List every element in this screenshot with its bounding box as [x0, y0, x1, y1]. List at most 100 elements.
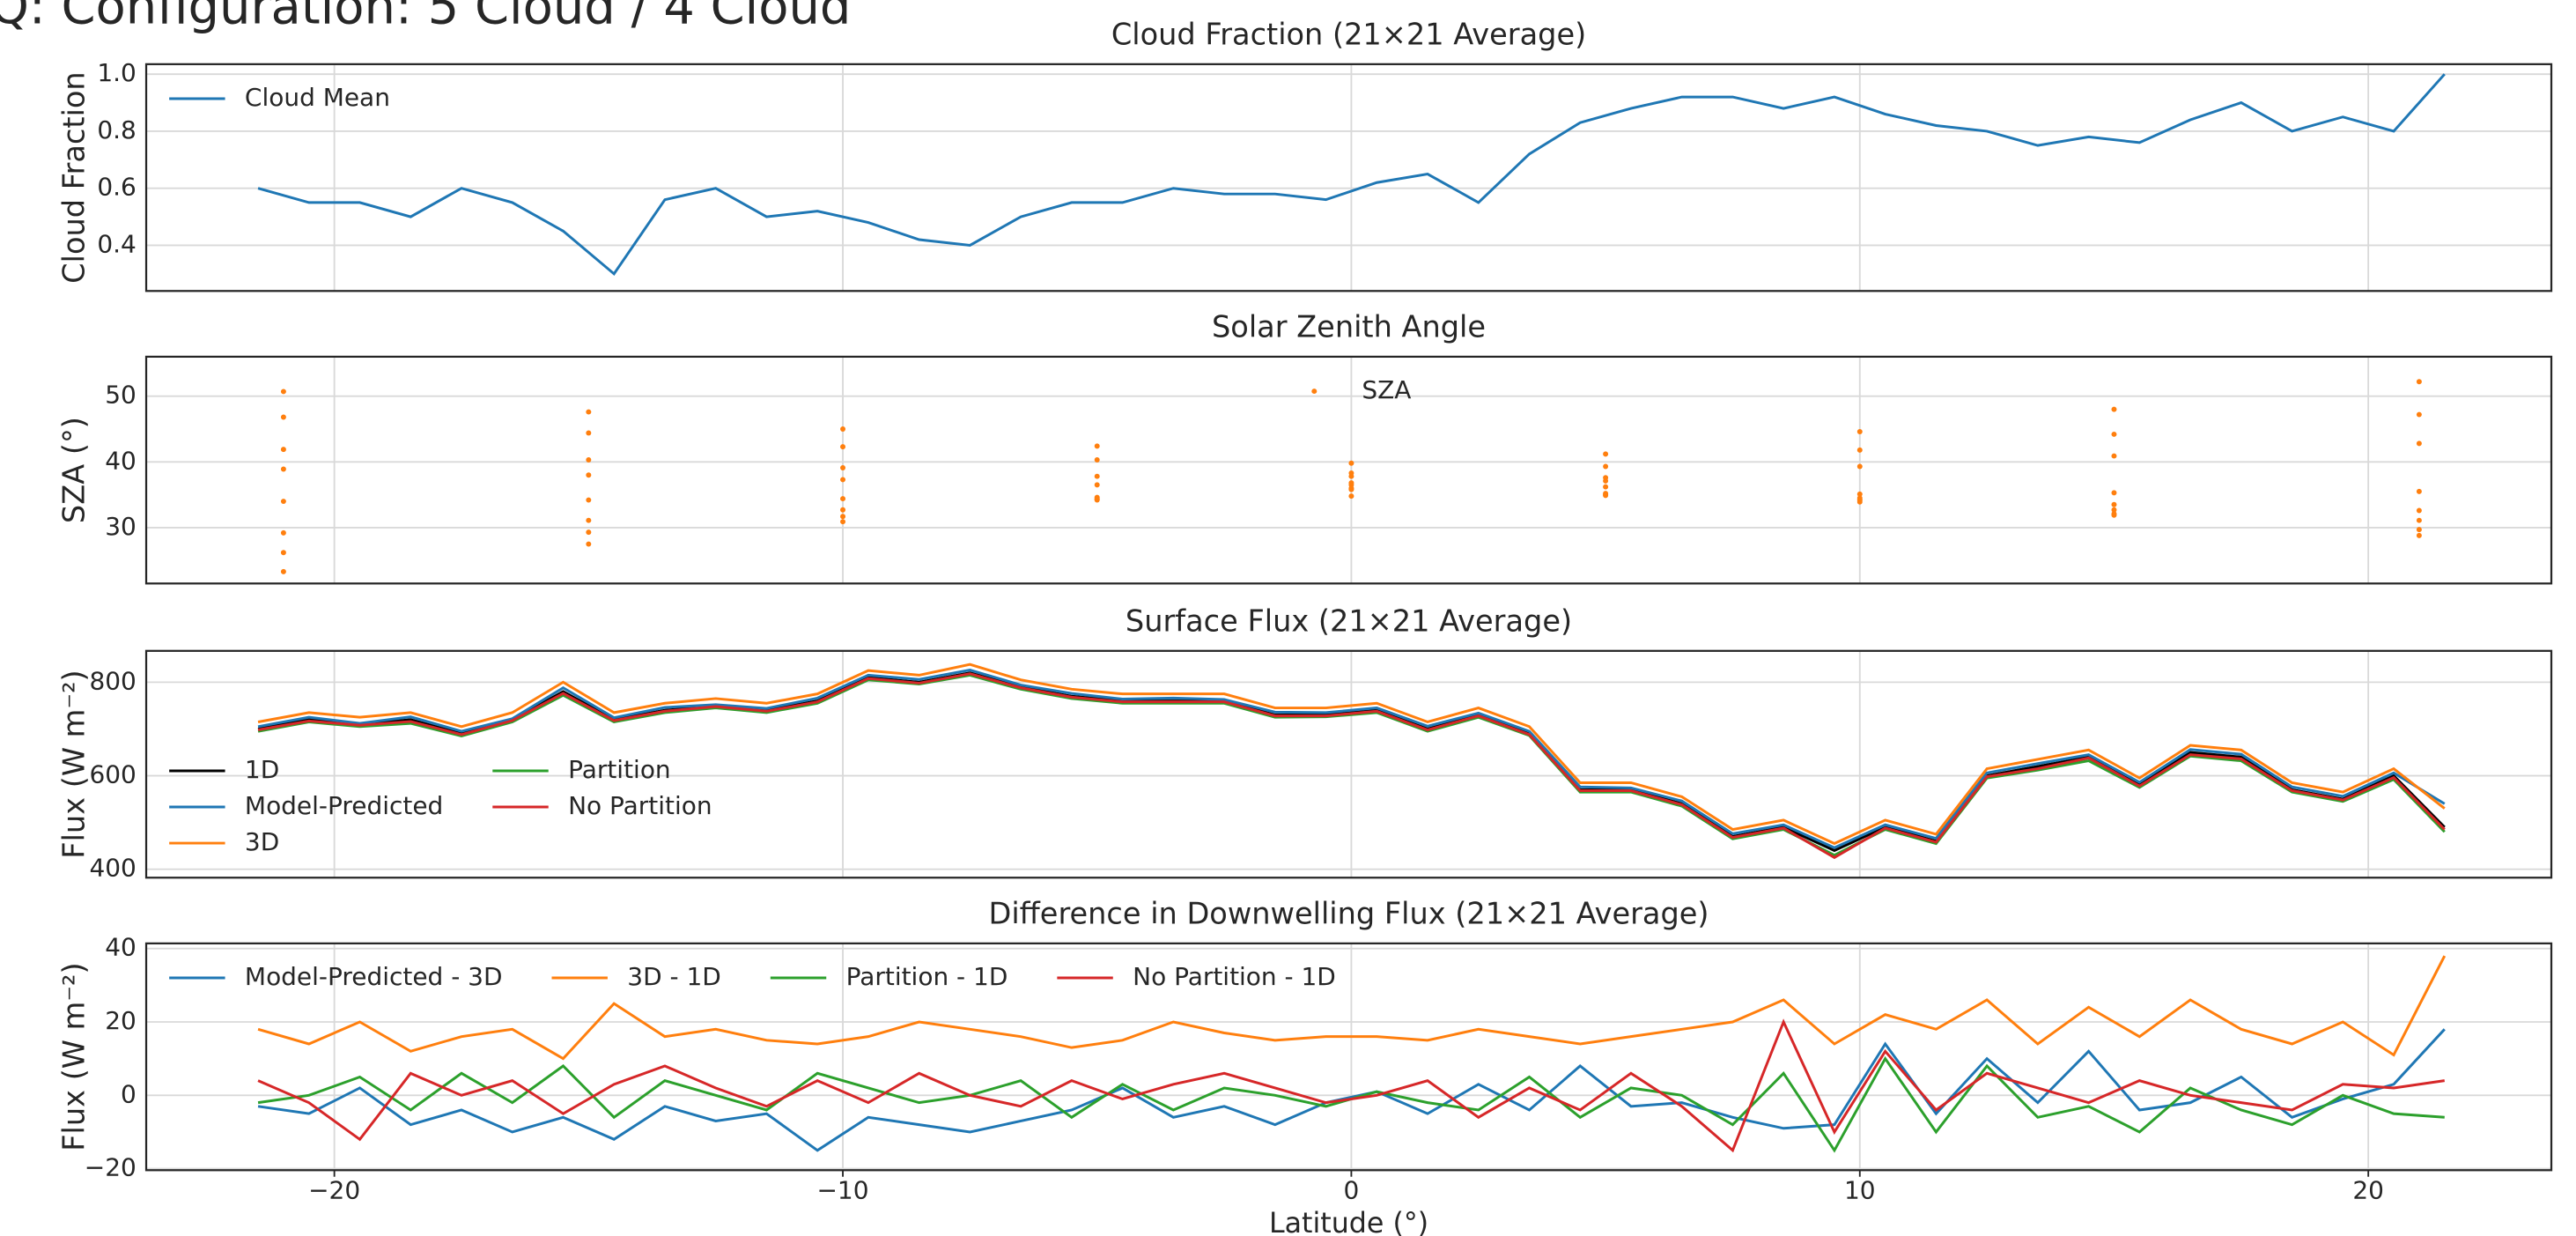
data-point — [2111, 490, 2117, 496]
y-axis-label: SZA (°) — [56, 417, 91, 523]
data-point — [2416, 527, 2422, 533]
legend: Model-Predicted - 3D 3D - 1D Partition - 1… — [169, 962, 1336, 991]
data-point — [586, 430, 592, 436]
axes-frame — [144, 942, 2553, 1172]
legend-label: 3D - 1D — [627, 962, 721, 991]
data-point — [1094, 473, 1100, 479]
panel-title: Surface Flux (21×21 Average) — [1126, 604, 1572, 639]
data-line — [257, 1018, 2445, 1153]
data-point — [2416, 517, 2422, 523]
data-point — [840, 477, 846, 483]
figure-title: Q: Configuration: 5 Cloud / 4 Cloud — [0, 0, 851, 35]
data-point — [1856, 447, 1863, 453]
legend-label: 1D — [245, 755, 279, 784]
data-point — [1603, 463, 1609, 470]
x-tick-label: 0 — [1344, 1176, 1360, 1205]
data-point — [1348, 485, 1354, 492]
data-line — [257, 73, 2446, 277]
data-point — [280, 568, 286, 574]
legend-label: Model-Predicted - 3D — [245, 962, 503, 991]
data-point — [1856, 497, 1863, 503]
data-point — [2111, 453, 2117, 459]
data-point — [280, 550, 286, 556]
panel-title: Solar Zenith Angle — [1212, 310, 1486, 344]
data-point — [1094, 457, 1100, 463]
data-point — [1094, 482, 1100, 488]
data-point — [280, 499, 286, 505]
legend-label: Model-Predicted — [245, 791, 443, 820]
data-point — [840, 519, 846, 525]
plot-area — [257, 955, 2447, 1153]
panel-title: Difference in Downwelling Flux (21×21 Av… — [989, 897, 1709, 931]
data-point — [2111, 501, 2117, 507]
data-point — [2111, 406, 2117, 412]
legend-label: 3D — [245, 827, 279, 856]
data-point — [586, 541, 592, 547]
axes-frame — [144, 355, 2553, 585]
legend-marker — [1311, 389, 1318, 395]
legend: 1D Model-Predicted 3D Partition No Partition — [169, 755, 712, 856]
data-point — [2111, 511, 2117, 517]
y-tick-label: −20 — [85, 1153, 137, 1182]
data-point — [1856, 463, 1863, 470]
data-point — [1348, 493, 1354, 500]
data-point — [2416, 411, 2422, 418]
data-line — [257, 662, 2446, 846]
plot-area — [280, 379, 2422, 574]
data-line — [257, 955, 2447, 1061]
y-tick-label: 40 — [105, 446, 137, 475]
data-point — [2416, 440, 2422, 447]
data-point — [1094, 496, 1100, 502]
data-point — [840, 444, 846, 450]
y-tick-label: 40 — [105, 933, 137, 962]
y-tick-label: 20 — [105, 1006, 137, 1035]
axes-frame — [144, 649, 2553, 879]
data-line — [257, 672, 2446, 860]
data-point — [840, 426, 846, 432]
y-axis-label: Cloud Fraction — [56, 71, 91, 284]
x-tick-label: −20 — [308, 1176, 360, 1205]
data-point — [1603, 451, 1609, 457]
y-tick-label: 400 — [89, 854, 136, 883]
legend-label: Cloud Mean — [245, 83, 390, 112]
y-tick-label: 0.4 — [97, 229, 136, 258]
x-tick-label: −10 — [817, 1176, 869, 1205]
data-point — [2416, 379, 2422, 385]
legend-label: No Partition — [568, 791, 712, 820]
data-point — [1348, 480, 1354, 486]
data-point — [1856, 491, 1863, 497]
data-point — [586, 472, 592, 478]
y-tick-label: 800 — [89, 666, 136, 695]
data-point — [586, 497, 592, 503]
legend: SZA — [1311, 375, 1411, 404]
y-tick-label: 50 — [105, 381, 137, 410]
data-point — [2416, 488, 2422, 494]
data-point — [586, 409, 592, 415]
data-point — [840, 496, 846, 502]
x-tick-label: 10 — [1844, 1176, 1876, 1205]
data-line — [257, 1028, 2446, 1152]
data-point — [280, 466, 286, 472]
data-point — [586, 529, 592, 536]
data-line — [257, 669, 2446, 849]
data-point — [840, 507, 846, 513]
legend-label: No Partition - 1D — [1133, 962, 1336, 991]
y-axis-label: Flux (W m⁻²) — [56, 962, 91, 1151]
data-point — [1094, 443, 1100, 449]
y-tick-label: 0.8 — [97, 115, 136, 144]
panel: Surface Flux (21×21 Average) Flux (W m⁻²)… — [56, 604, 2553, 883]
x-tick-label: 20 — [2352, 1176, 2384, 1205]
data-point — [280, 389, 286, 395]
data-point — [2416, 507, 2422, 514]
data-point — [586, 517, 592, 523]
data-point — [586, 457, 592, 463]
legend-label: Partition — [568, 755, 671, 784]
data-point — [1856, 428, 1863, 434]
plot-area — [257, 73, 2446, 277]
data-point — [280, 414, 286, 420]
data-point — [1348, 473, 1354, 479]
y-tick-label: 0 — [121, 1079, 137, 1108]
data-point — [840, 465, 846, 470]
axes-frame — [144, 63, 2553, 292]
